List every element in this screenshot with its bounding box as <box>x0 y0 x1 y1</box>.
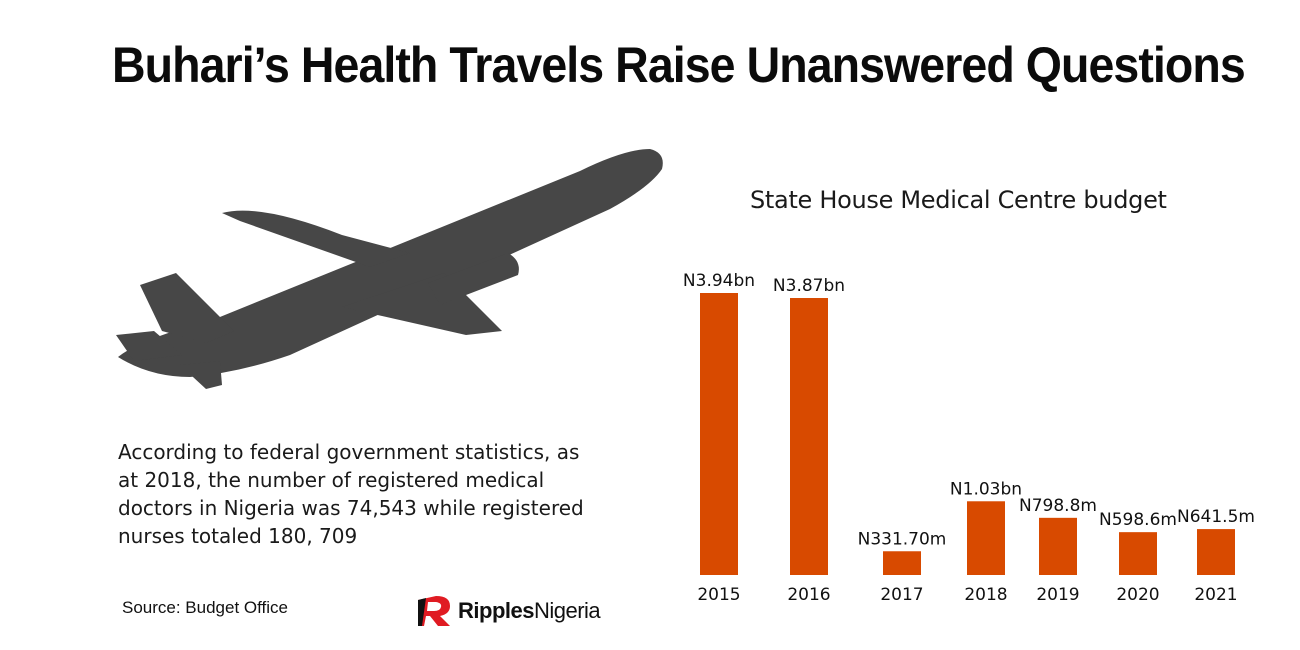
source-credit: Source: Budget Office <box>122 598 289 617</box>
bar-value-label-2017: N331.70m <box>858 529 947 549</box>
bar-2021 <box>1197 529 1235 575</box>
bar-2015 <box>700 293 738 575</box>
category-label-2021: 2021 <box>1194 585 1237 605</box>
category-label-2020: 2020 <box>1116 585 1159 605</box>
bar-value-label-2016: N3.87bn <box>773 276 845 296</box>
ripples-nigeria-logo: RipplesNigeria <box>416 594 601 628</box>
brand-name: RipplesNigeria <box>458 598 601 624</box>
category-label-2018: 2018 <box>964 585 1007 605</box>
brand-name-bold: Ripples <box>458 598 534 623</box>
category-label-2019: 2019 <box>1036 585 1079 605</box>
category-label-2017: 2017 <box>880 585 923 605</box>
bar-value-label-2018: N1.03bn <box>950 479 1022 499</box>
ripples-logo-icon <box>418 596 450 626</box>
page-title: Buhari’s Health Travels Raise Unanswered… <box>112 37 1246 93</box>
bar-value-label-2015: N3.94bn <box>683 271 755 291</box>
bar-value-label-2021: N641.5m <box>1177 507 1255 527</box>
statistics-note: According to federal government statisti… <box>118 440 584 548</box>
airplane-icon <box>116 149 663 389</box>
bar-value-label-2019: N798.8m <box>1019 496 1097 516</box>
bar-value-label-2020: N598.6m <box>1099 510 1177 530</box>
chart-title: State House Medical Centre budget <box>750 186 1167 214</box>
category-label-2015: 2015 <box>697 585 740 605</box>
category-label-2016: 2016 <box>787 585 830 605</box>
brand-name-regular: Nigeria <box>533 598 601 623</box>
bar-2017 <box>883 551 921 575</box>
bar-2016 <box>790 298 828 575</box>
bar-2019 <box>1039 517 1077 575</box>
bar-2020 <box>1119 532 1157 575</box>
bar-2018 <box>967 501 1005 575</box>
